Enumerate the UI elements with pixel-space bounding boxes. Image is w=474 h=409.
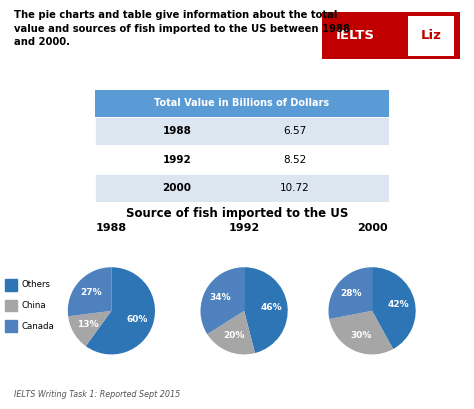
FancyBboxPatch shape — [95, 90, 389, 117]
Wedge shape — [372, 267, 416, 349]
Text: Total Value in Billions of Dollars: Total Value in Billions of Dollars — [154, 99, 329, 108]
Text: IELTS: IELTS — [336, 29, 375, 42]
Text: 34%: 34% — [210, 293, 231, 302]
Text: IELTS Writing Task 1: Reported Sept 2015: IELTS Writing Task 1: Reported Sept 2015 — [14, 390, 181, 399]
Text: 27%: 27% — [80, 288, 102, 297]
Wedge shape — [328, 267, 372, 319]
FancyBboxPatch shape — [95, 117, 389, 146]
Text: 42%: 42% — [387, 300, 409, 309]
FancyBboxPatch shape — [408, 16, 454, 56]
Text: 8.52: 8.52 — [283, 155, 306, 165]
Text: 1988: 1988 — [163, 126, 191, 136]
Text: 46%: 46% — [260, 303, 282, 312]
Text: 6.57: 6.57 — [283, 126, 306, 136]
Wedge shape — [68, 311, 111, 346]
Text: 1988: 1988 — [96, 223, 127, 233]
Text: 60%: 60% — [127, 315, 148, 324]
Text: Source of fish imported to the US: Source of fish imported to the US — [126, 207, 348, 220]
Text: 1992: 1992 — [228, 223, 260, 233]
FancyBboxPatch shape — [95, 146, 389, 174]
Text: 2000: 2000 — [163, 183, 191, 193]
FancyBboxPatch shape — [322, 12, 460, 59]
Text: Canada: Canada — [21, 322, 54, 331]
Bar — [5, 279, 17, 291]
Text: China: China — [21, 301, 46, 310]
Wedge shape — [68, 267, 111, 316]
Bar — [5, 321, 17, 332]
Text: 20%: 20% — [223, 331, 245, 340]
Text: 2000: 2000 — [357, 223, 387, 233]
Bar — [5, 300, 17, 311]
Wedge shape — [207, 311, 255, 355]
Wedge shape — [244, 267, 288, 353]
Wedge shape — [86, 267, 155, 355]
FancyBboxPatch shape — [95, 174, 389, 202]
Wedge shape — [329, 311, 393, 355]
Text: 10.72: 10.72 — [280, 183, 310, 193]
Text: 28%: 28% — [340, 289, 362, 298]
Text: 1992: 1992 — [163, 155, 191, 165]
Wedge shape — [201, 267, 244, 334]
Text: 30%: 30% — [350, 331, 371, 340]
Text: 13%: 13% — [77, 320, 99, 329]
Text: Others: Others — [21, 281, 50, 290]
Text: Liz: Liz — [420, 29, 441, 42]
Text: The pie charts and table give information about the total
value and sources of f: The pie charts and table give informatio… — [14, 10, 350, 47]
